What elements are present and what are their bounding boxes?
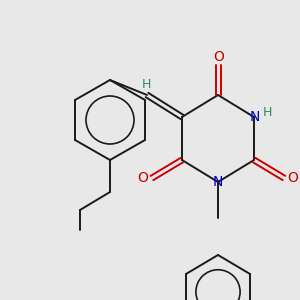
- Text: H: H: [262, 106, 272, 119]
- Text: O: O: [214, 50, 224, 64]
- Text: O: O: [138, 171, 148, 185]
- Text: N: N: [213, 175, 223, 189]
- Text: O: O: [288, 171, 298, 185]
- Text: N: N: [250, 110, 260, 124]
- Text: H: H: [141, 79, 151, 92]
